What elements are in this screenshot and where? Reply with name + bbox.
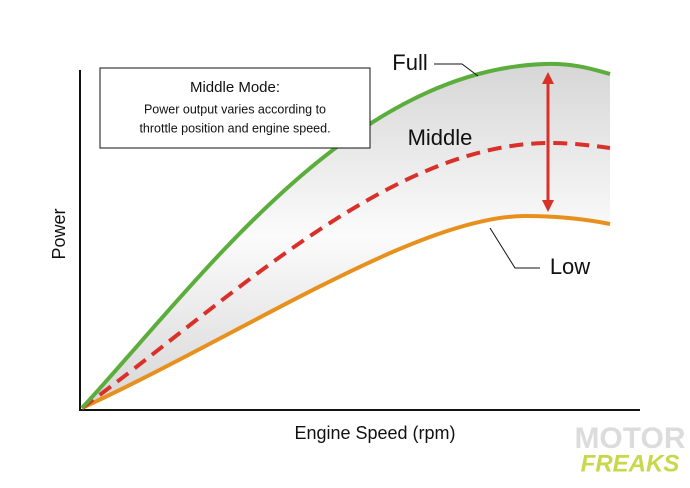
full-leader: [434, 63, 479, 77]
full-curve: [80, 61, 611, 410]
low-leader: [489, 227, 540, 269]
full-label: Full: [392, 50, 427, 75]
middle-curve: [80, 140, 611, 410]
x-axis-label: Engine Speed (rpm): [294, 423, 455, 443]
info-box: [99, 67, 371, 149]
watermark: FREAKS: [581, 450, 680, 477]
middle-label: Middle: [408, 125, 473, 150]
box-title: Middle Mode:: [190, 79, 280, 96]
y-axis-label: Power: [49, 208, 69, 259]
box-line: Power output varies according to: [144, 102, 326, 116]
box-line: throttle position and engine speed.: [139, 121, 330, 135]
watermark: MOTOR: [574, 422, 685, 455]
range-shade: [82, 63, 610, 408]
low-label: Low: [550, 254, 590, 279]
low-curve: [81, 213, 611, 410]
